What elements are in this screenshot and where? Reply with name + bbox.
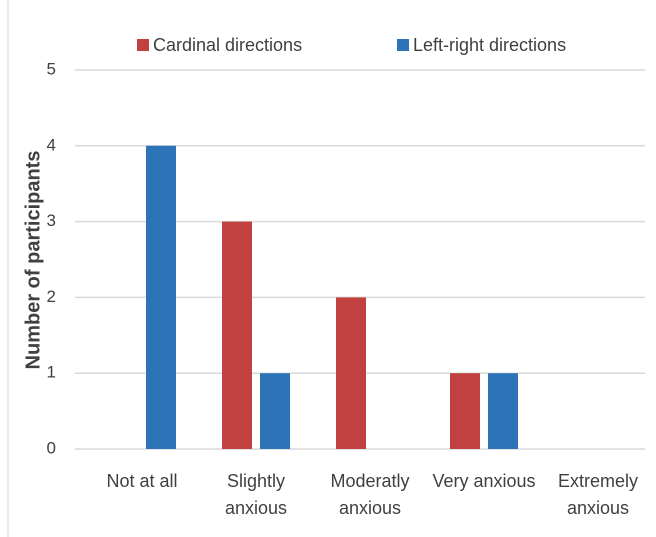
y-tick-label: 3 [47, 211, 56, 230]
y-tick-label: 1 [47, 363, 56, 382]
y-axis-label: Number of participants [22, 151, 44, 370]
x-tick-label: Extremely anxious [557, 471, 638, 518]
bar [488, 373, 518, 449]
legend-swatch [137, 39, 149, 51]
x-tick-label: Not at all [106, 471, 178, 491]
bar [260, 373, 290, 449]
y-tick-label: 0 [47, 438, 56, 457]
x-tick-label: Very anxious [432, 471, 536, 491]
x-tick-label: Moderatly anxious [330, 471, 410, 518]
legend-label: Left-right directions [413, 35, 566, 55]
y-tick-label: 2 [47, 287, 56, 306]
bar [336, 297, 366, 449]
bar [450, 373, 480, 449]
x-tick-label: Slightly anxious [224, 471, 288, 518]
bar [146, 145, 176, 450]
y-tick-label: 5 [47, 59, 56, 78]
legend-label: Cardinal directions [153, 35, 302, 55]
legend-swatch [397, 39, 409, 51]
y-tick-label: 4 [47, 135, 56, 154]
bar [222, 221, 252, 449]
